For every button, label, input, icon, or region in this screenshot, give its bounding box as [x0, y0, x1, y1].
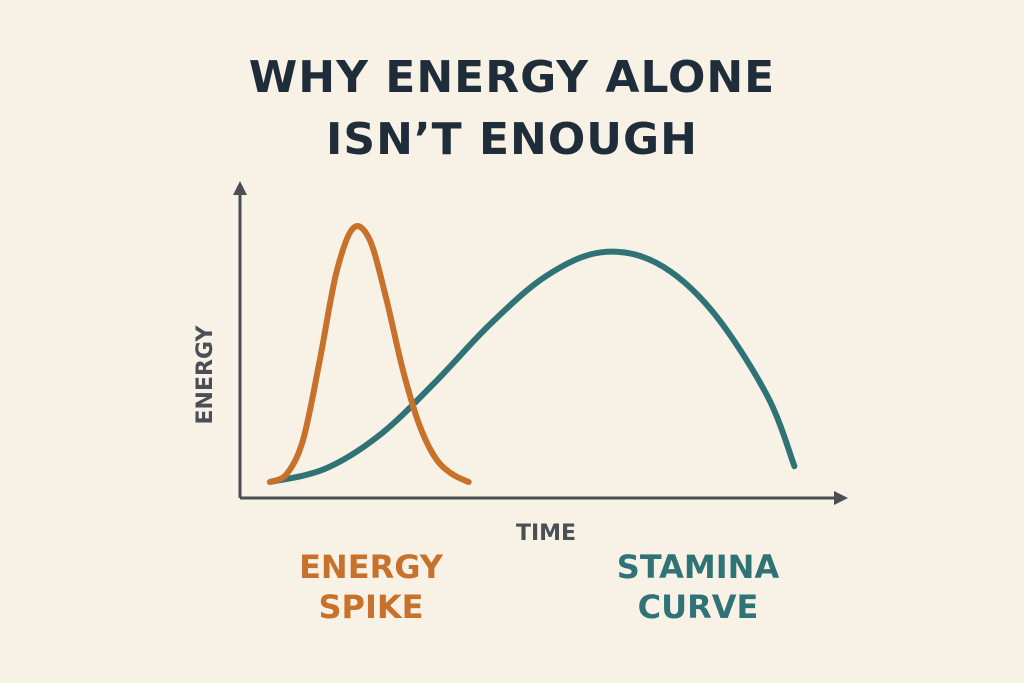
x-axis-arrow-icon	[834, 491, 848, 505]
chart-title-line2: ISN’T ENOUGH	[326, 114, 698, 165]
legend-stamina-curve: STAMINA CURVE	[578, 547, 818, 627]
legend-stamina-curve-line2: CURVE	[637, 588, 759, 626]
legend-energy-spike-line2: SPIKE	[318, 588, 424, 626]
legend-energy-spike-line1: ENERGY	[299, 548, 443, 586]
legend-stamina-curve-line1: STAMINA	[616, 548, 780, 586]
legend-energy-spike: ENERGY SPIKE	[251, 547, 491, 627]
chart-axes	[233, 181, 848, 505]
series-line-energy-spike	[267, 223, 472, 485]
series-line-stamina-curve	[267, 248, 798, 485]
y-axis-arrow-icon	[233, 181, 247, 195]
chart-title-line1: WHY ENERGY ALONE	[248, 52, 776, 103]
x-axis-label: TIME	[516, 521, 576, 546]
series-layer	[267, 223, 798, 485]
y-axis-label: ENERGY	[193, 324, 218, 424]
